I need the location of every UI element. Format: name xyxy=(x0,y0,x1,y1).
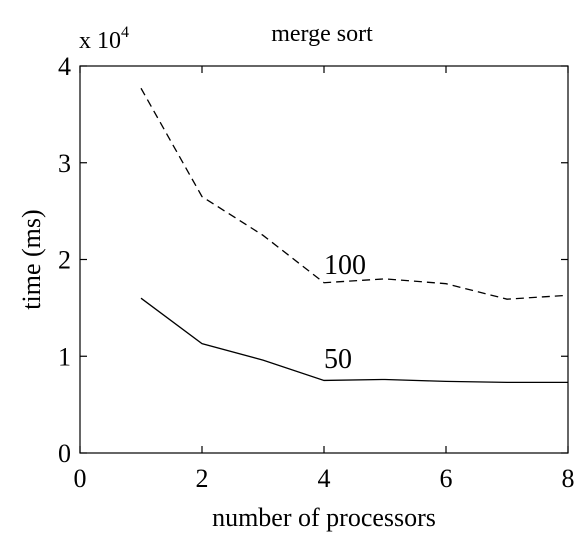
y-multiplier-exponent: 4 xyxy=(121,24,129,41)
x-tick-label: 8 xyxy=(562,464,575,493)
y-tick-label: 1 xyxy=(58,342,71,371)
y-tick-label: 0 xyxy=(58,439,71,468)
y-tick-label: 3 xyxy=(58,149,71,178)
plot-frame xyxy=(79,65,569,454)
y-axis-label: time (ms) xyxy=(17,209,46,309)
x-tick-label: 0 xyxy=(74,464,87,493)
x-tick-label: 4 xyxy=(318,464,331,493)
series-line-50 xyxy=(140,297,568,384)
y-multiplier-label: x 104 xyxy=(79,24,129,54)
series-50: 50 xyxy=(140,297,568,384)
x-axis-label: number of processors xyxy=(212,503,436,532)
series-label-100: 100 xyxy=(324,250,366,281)
y-multiplier-base: x 10 xyxy=(79,28,121,54)
series-100: 100 xyxy=(140,87,569,300)
series-line-100 xyxy=(140,87,569,300)
plot-layer: 0 2 4 6 8 0 1 2 3 4 100 50 xyxy=(58,52,575,493)
series-label-50: 50 xyxy=(324,344,352,375)
x-tick-label: 2 xyxy=(196,464,209,493)
y-tick-label: 4 xyxy=(58,52,71,81)
y-tick-label: 2 xyxy=(58,246,71,275)
chart-title: merge sort xyxy=(271,21,373,47)
x-tick-label: 6 xyxy=(440,464,453,493)
